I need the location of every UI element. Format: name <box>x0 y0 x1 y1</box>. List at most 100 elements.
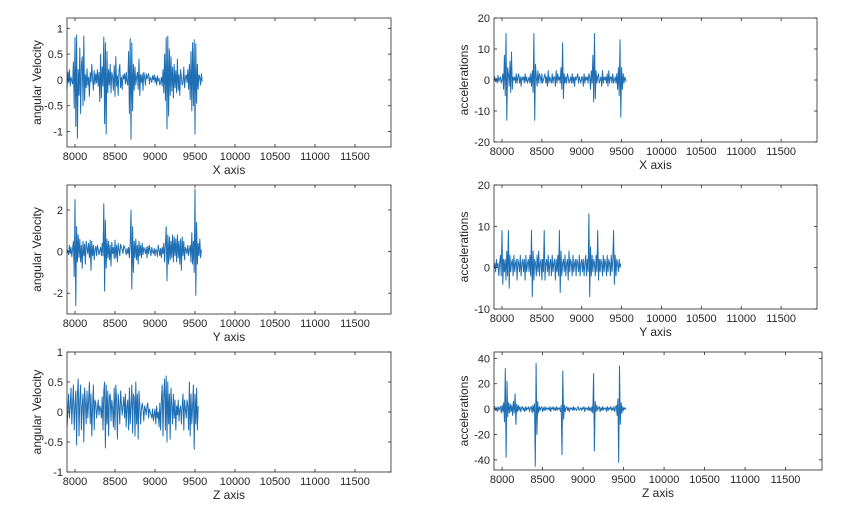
x-tick-label: 8000 <box>63 151 87 163</box>
x-tick-label: 11500 <box>340 318 370 330</box>
y-tick-label: 0 <box>484 263 490 275</box>
series-line <box>66 34 203 140</box>
chart-panel-left-top: 8000 8500 9000 9500 10000 10500 11000 11500 -1 -0… <box>30 17 392 177</box>
x-tick-label: 8000 <box>490 474 514 486</box>
x-tick-label: 11000 <box>726 313 756 325</box>
chart-panel-right-bottom: 8000 8500 9000 9500 10000 10500 11000 11500 -40 -… <box>457 351 823 500</box>
x-tick-label: 8000 <box>490 313 514 325</box>
series-line <box>66 375 199 450</box>
x-tick-label: 10000 <box>220 476 251 488</box>
y-axis-label: accelerations <box>457 45 471 116</box>
x-tick-label: 11500 <box>771 474 801 486</box>
x-tick-label: 10000 <box>220 318 251 330</box>
chart-panel-right-middle: 8000 8500 9000 9500 10000 10500 11000 11500 -10 0… <box>457 180 818 339</box>
y-axis-label: angular Velocity <box>30 40 44 125</box>
y-tick-label: 0 <box>57 75 63 87</box>
x-axis-label: Y axis <box>213 330 245 344</box>
x-tick-label: 8500 <box>530 313 554 325</box>
y-tick-label: 20 <box>478 180 490 192</box>
x-tick-label: 11000 <box>300 318 330 330</box>
series-line <box>493 362 627 467</box>
y-tick-label: -10 <box>474 106 490 118</box>
x-tick-label: 8500 <box>530 146 554 158</box>
y-tick-label: -40 <box>474 455 490 467</box>
x-tick-label: 10500 <box>260 476 291 488</box>
x-tick-label: 10500 <box>686 313 717 325</box>
y-tick-label: -20 <box>474 429 490 441</box>
y-axis-label: accelerations <box>457 376 471 447</box>
x-tick-label: 9500 <box>183 476 207 488</box>
x-tick-label: 9500 <box>183 151 207 163</box>
x-tick-label: 10500 <box>260 151 291 163</box>
series-line <box>493 33 627 121</box>
x-tick-label: 11500 <box>340 476 370 488</box>
x-tick-label: 11500 <box>766 313 796 325</box>
x-tick-label: 8000 <box>490 146 514 158</box>
y-tick-label: 0.5 <box>48 49 63 61</box>
y-tick-label: -0.5 <box>44 437 63 449</box>
x-tick-label: 10000 <box>646 313 677 325</box>
x-axis-label: X axis <box>639 158 672 172</box>
chart-panel-left-middle: 8000 8500 9000 9500 10000 10500 11000 11500 -2 0 2… <box>30 184 392 344</box>
x-tick-label: 9500 <box>609 146 633 158</box>
x-tick-label: 9000 <box>143 476 167 488</box>
y-tick-label: 1 <box>57 347 63 359</box>
y-axis-label: angular Velocity <box>30 207 44 292</box>
x-tick-label: 10500 <box>260 318 291 330</box>
y-tick-label: -2 <box>53 288 63 300</box>
y-tick-label: 10 <box>478 221 490 233</box>
x-tick-label: 10000 <box>646 146 677 158</box>
x-tick-label: 11000 <box>726 146 756 158</box>
x-axis-label: Y axis <box>639 325 671 339</box>
plot-frame <box>493 184 818 310</box>
x-tick-label: 9000 <box>569 146 593 158</box>
y-tick-label: -10 <box>474 304 490 316</box>
x-tick-label: 8000 <box>63 476 87 488</box>
y-axis-label: angular Velocity <box>30 370 44 455</box>
x-tick-label: 11500 <box>340 151 370 163</box>
plot-frame <box>66 17 392 148</box>
y-axis-label: accelerations <box>457 212 471 283</box>
y-tick-label: 0 <box>484 75 490 87</box>
x-tick-label: 10000 <box>649 474 680 486</box>
x-tick-label: 8500 <box>103 318 127 330</box>
series-line <box>66 188 202 307</box>
x-tick-label: 9000 <box>143 318 167 330</box>
x-axis-label: Z axis <box>642 486 674 500</box>
y-tick-label: -1 <box>53 467 63 479</box>
x-tick-label: 10500 <box>686 146 717 158</box>
y-tick-label: 20 <box>478 13 490 25</box>
x-tick-label: 8000 <box>63 318 87 330</box>
plot-frame <box>493 351 823 471</box>
y-tick-label: 2 <box>57 205 63 217</box>
x-tick-label: 9000 <box>571 474 595 486</box>
y-tick-label: 0 <box>57 247 63 259</box>
y-tick-label: -0.5 <box>44 101 63 113</box>
x-axis-label: Z axis <box>213 488 245 502</box>
x-tick-label: 8500 <box>530 474 554 486</box>
y-tick-label: 0.5 <box>48 377 63 389</box>
x-tick-label: 9500 <box>611 474 635 486</box>
x-tick-label: 11500 <box>766 146 796 158</box>
y-tick-label: 0 <box>57 407 63 419</box>
y-tick-label: -1 <box>53 127 63 139</box>
x-tick-label: 9000 <box>143 151 167 163</box>
x-tick-label: 10500 <box>689 474 720 486</box>
y-tick-label: 1 <box>57 23 63 35</box>
y-tick-label: 0 <box>484 404 490 416</box>
series-line <box>493 213 622 298</box>
x-tick-label: 9500 <box>609 313 633 325</box>
y-tick-label: 40 <box>478 353 490 365</box>
x-tick-label: 9500 <box>183 318 207 330</box>
x-tick-label: 8500 <box>103 476 127 488</box>
x-tick-label: 10000 <box>220 151 251 163</box>
y-tick-label: -20 <box>474 137 490 149</box>
x-tick-label: 11000 <box>300 476 330 488</box>
x-tick-label: 11000 <box>300 151 330 163</box>
x-tick-label: 11000 <box>730 474 760 486</box>
y-tick-label: 10 <box>478 44 490 56</box>
chart-panel-right-top: 8000 8500 9000 9500 10000 10500 11000 11500 -20 -… <box>457 13 818 172</box>
x-tick-label: 8500 <box>103 151 127 163</box>
x-axis-label: X axis <box>213 163 246 177</box>
x-tick-label: 9000 <box>569 313 593 325</box>
